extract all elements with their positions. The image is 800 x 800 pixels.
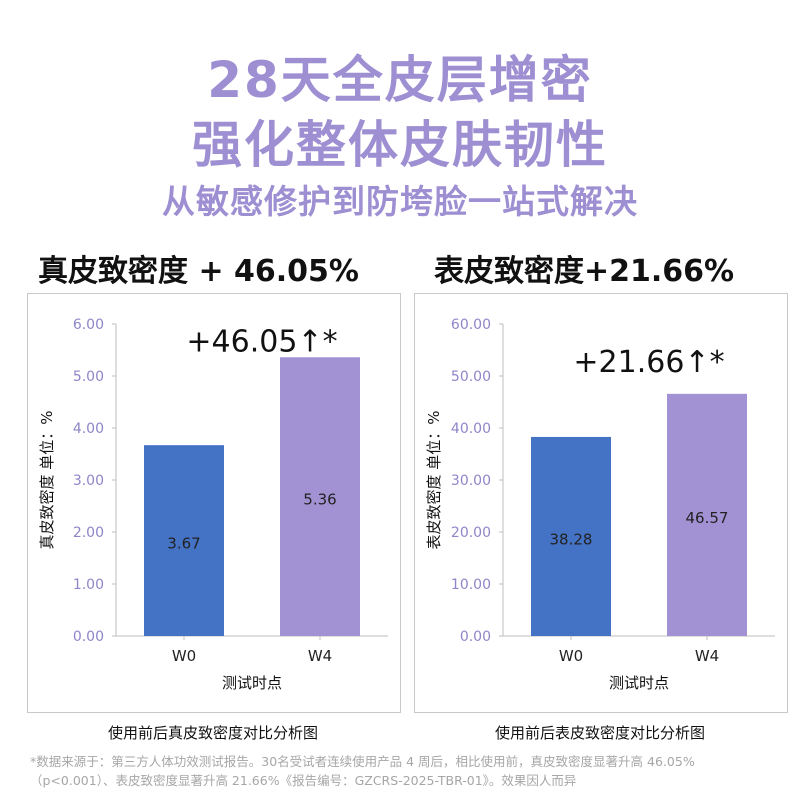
y-tick-label: 0.00 [460, 629, 491, 645]
y-tick-label: 0.00 [73, 629, 104, 645]
headline-line-1: 28天全皮层增密 [207, 51, 593, 109]
y-tick-label: 4.00 [73, 421, 104, 437]
y-tick-label: 40.00 [451, 421, 491, 437]
x-tick-label: W0 [559, 647, 583, 665]
bar-value-label: 5.36 [303, 491, 336, 509]
x-axis-label: 测试时点 [609, 674, 669, 692]
x-tick-label: W4 [695, 647, 719, 665]
bar-w0 [531, 436, 611, 636]
bar-value-label: 3.67 [167, 535, 200, 553]
change-annotation: +21.66↑* [573, 345, 724, 380]
y-axis-label: 表皮致密度 单位：% [425, 410, 443, 549]
y-tick-label: 1.00 [73, 577, 104, 593]
y-tick-label: 60.00 [451, 317, 491, 333]
chart-title-epidermis: 表皮致密度+21.66% [434, 254, 735, 289]
bar-w4 [280, 357, 360, 636]
x-tick-label: W0 [172, 647, 196, 665]
dermis-density-chart: 0.00 1.00 2.00 3.00 4.00 5.00 6.00 3.67 W0 5.36 W4… [38, 317, 388, 692]
change-annotation: +46.05↑* [186, 324, 337, 359]
bar-value-label: 46.57 [686, 509, 729, 527]
chart-panel-epidermis: 0.00 10.00 20.00 30.00 40.00 50.00 60.00 38.28 W… [414, 293, 788, 713]
y-tick-label: 6.00 [73, 317, 104, 333]
chart-caption-epidermis: 使用前后表皮致密度对比分析图 [494, 724, 705, 742]
y-tick-label: 3.00 [73, 473, 104, 489]
chart-panel-dermis: 0.00 1.00 2.00 3.00 4.00 5.00 6.00 3.67 W0 5.36 W4… [27, 293, 401, 713]
bar-w0 [144, 445, 224, 636]
headline-line-2: 强化整体皮肤韧性 [192, 116, 608, 174]
y-tick-label: 20.00 [451, 525, 491, 541]
bar-w4 [667, 393, 747, 636]
y-tick-label: 50.00 [451, 369, 491, 385]
y-tick-label: 10.00 [451, 577, 491, 593]
epidermis-density-chart: 0.00 10.00 20.00 30.00 40.00 50.00 60.00 38.28 W… [425, 317, 775, 692]
footnote: *数据来源于：第三方人体功效测试报告。30名受试者连续使用产品 4 周后，相比使… [30, 754, 695, 788]
headline-line-3: 从敏感修护到防垮脸一站式解决 [162, 182, 638, 221]
y-tick-label: 2.00 [73, 525, 104, 541]
y-tick-label: 30.00 [451, 473, 491, 489]
bar-value-label: 38.28 [550, 530, 593, 548]
x-axis-label: 测试时点 [222, 674, 282, 692]
y-axis-label: 真皮致密度 单位：% [38, 410, 56, 549]
x-tick-label: W4 [308, 647, 332, 665]
y-tick-label: 5.00 [73, 369, 104, 385]
chart-title-dermis: 真皮致密度 + 46.05% [38, 254, 359, 289]
chart-caption-dermis: 使用前后真皮致密度对比分析图 [107, 724, 318, 742]
